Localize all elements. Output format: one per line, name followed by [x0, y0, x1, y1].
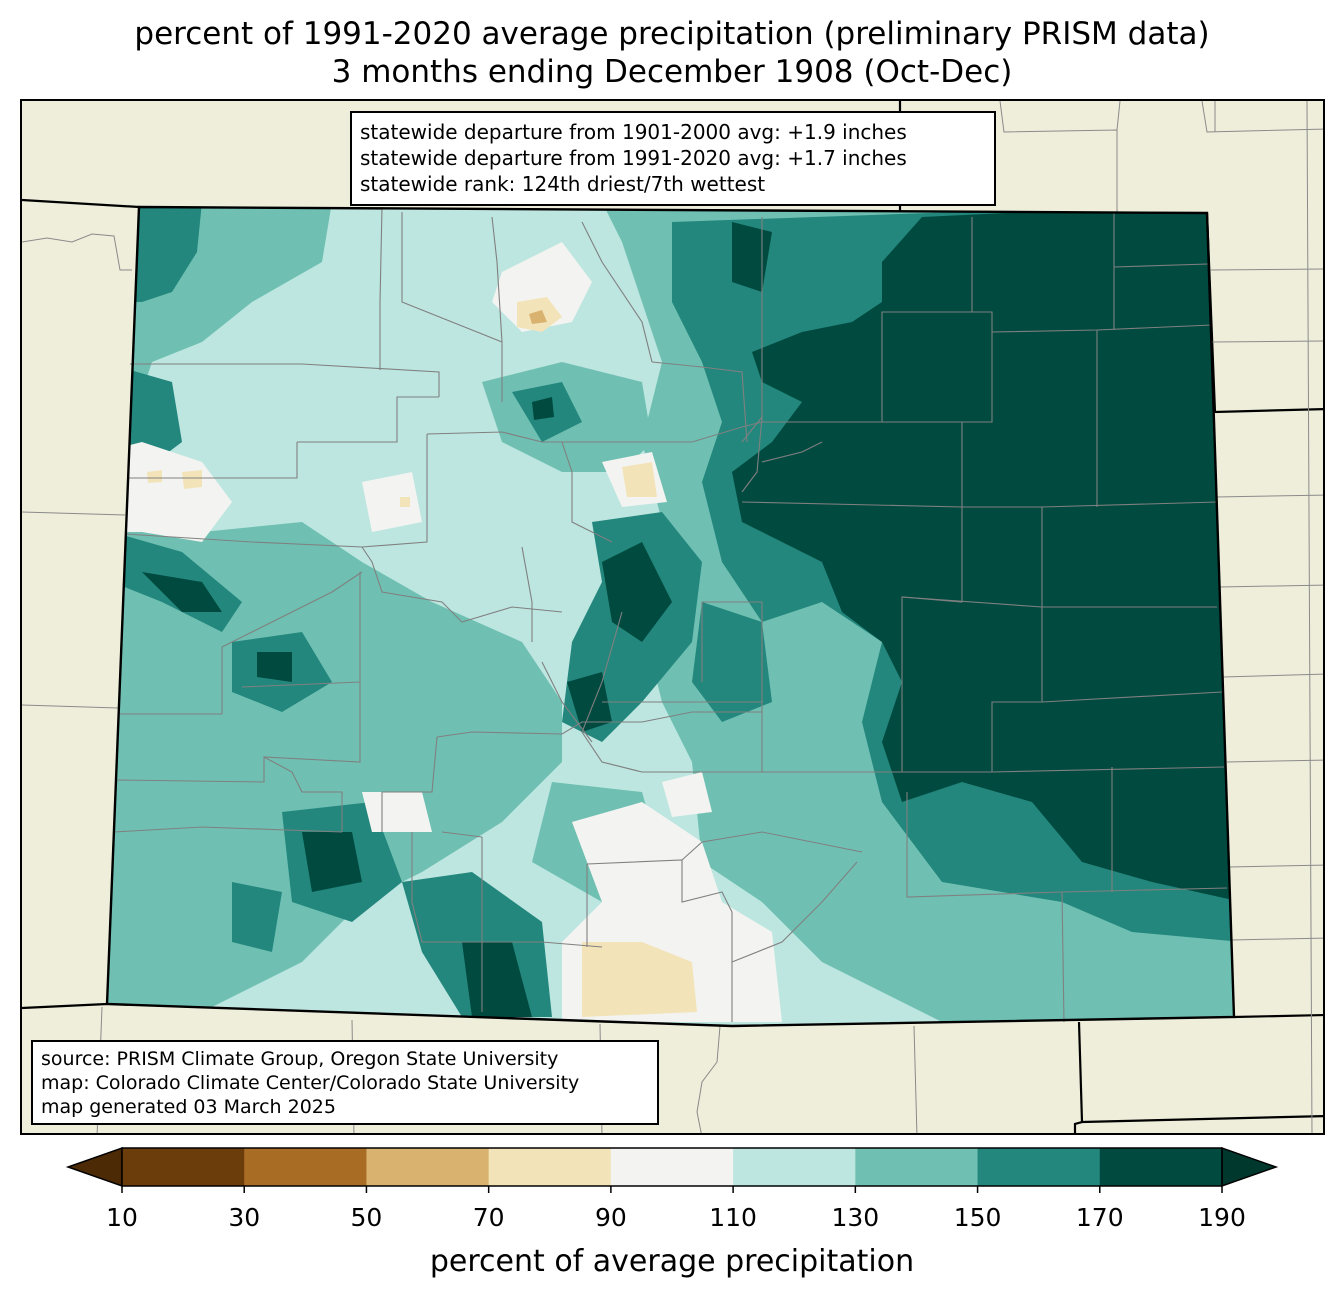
colorbar-tick-label: 170: [1075, 1203, 1124, 1232]
map-subtitle: 3 months ending December 1908 (Oct-Dec): [331, 54, 1013, 90]
colorbar-cell: [1099, 1148, 1223, 1186]
colorbar-cell: [855, 1148, 979, 1186]
precipitation-map: [20, 99, 1325, 1135]
map-canvas: [22, 101, 1323, 1133]
colorbar-label: percent of average precipitation: [429, 1244, 915, 1279]
colorbar-tick-label: 10: [106, 1203, 138, 1232]
colorbar-cell: [366, 1148, 490, 1186]
generated-date-line: map generated 03 March 2025: [41, 1096, 336, 1118]
colorbar-tick-label: 110: [709, 1203, 757, 1232]
stats-rank: statewide rank: 124th driest/7th wettest: [360, 172, 766, 196]
stats-departure-1901-2000: statewide departure from 1901-2000 avg: …: [360, 120, 907, 144]
colorbar-tick-label: 30: [228, 1203, 261, 1232]
source-line: source: PRISM Climate Group, Oregon Stat…: [41, 1048, 559, 1070]
colorbar-tick-label: 150: [953, 1203, 1002, 1232]
colorbar-cell: [244, 1148, 367, 1186]
colorbar-cell: [733, 1148, 856, 1186]
map-credit-line: map: Colorado Climate Center/Colorado St…: [41, 1072, 580, 1094]
colorado-border: [105, 205, 1236, 1028]
colorbar-tick-label: 190: [1198, 1203, 1246, 1232]
map-title: percent of 1991-2020 average precipitati…: [134, 16, 1210, 52]
colorbar-cell: [122, 1148, 245, 1186]
colorbar-cell: [610, 1148, 734, 1186]
colorbar-over-arrow: [1221, 1146, 1279, 1188]
colorbar-cell: [488, 1148, 612, 1186]
colorbar-tick-label: 70: [472, 1203, 505, 1232]
colorbar-tick-label: 90: [594, 1203, 627, 1232]
statewide-stats-box: statewide departure from 1901-2000 avg: …: [350, 111, 996, 206]
colorbar-tick-label: 130: [831, 1203, 880, 1232]
colorbar-tick-label: 50: [350, 1203, 383, 1232]
colorbar-outline: [121, 1147, 1223, 1187]
colorbar: [65, 1146, 1279, 1193]
county-lines: [113, 206, 1228, 1023]
stats-departure-1991-2020: statewide departure from 1991-2020 avg: …: [360, 146, 907, 170]
colorbar-under-arrow: [65, 1146, 123, 1188]
source-credits-box: source: PRISM Climate Group, Oregon Stat…: [31, 1040, 659, 1125]
precipitation-field: [107, 207, 1234, 1026]
colorbar-cell: [977, 1148, 1101, 1186]
